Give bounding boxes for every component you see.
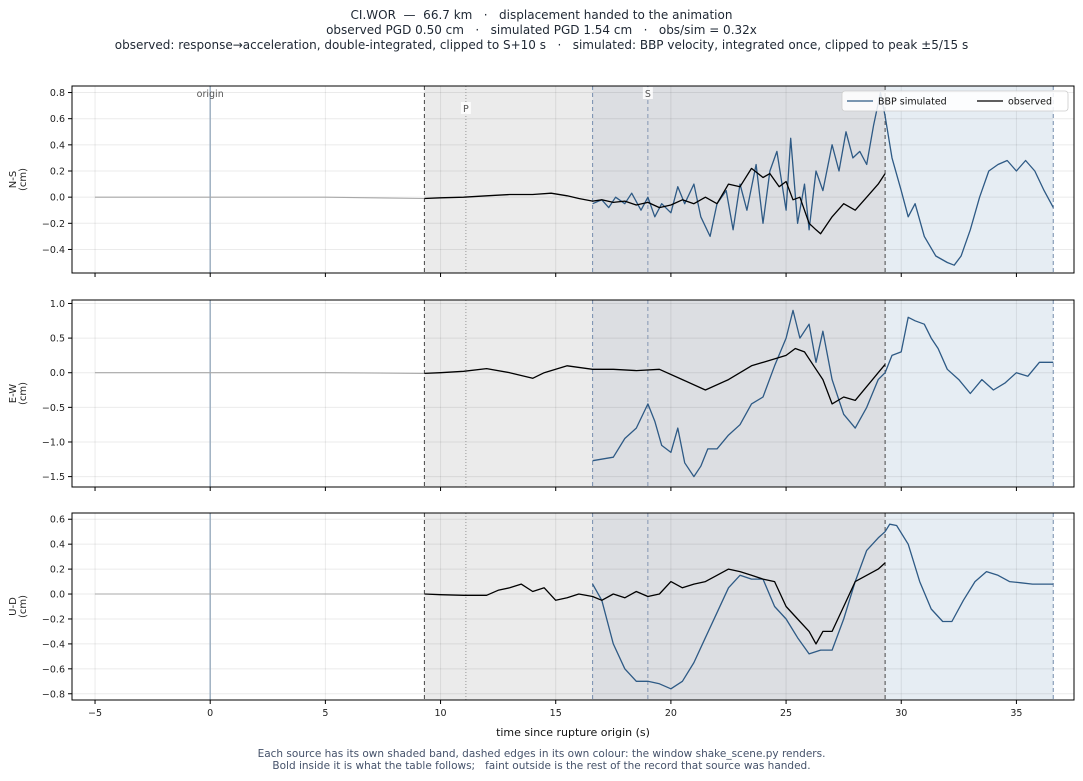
y-tick-label: 0.6 [50, 114, 65, 125]
y-axis-label: (cm) [18, 595, 29, 618]
legend-observed-label: observed [1008, 97, 1052, 108]
y-axis-label: (cm) [18, 382, 29, 405]
observed-faint-line [95, 372, 425, 374]
panel-frame [71, 512, 1075, 701]
p-label: P [463, 104, 469, 115]
panel-n-s: origin P S −0.4 −0.2 0.0 0.2 0.4 0.6 0.8 N-S (cm) BB… [8, 85, 1075, 277]
y-axis-label: (cm) [18, 168, 29, 191]
simulated-line [592, 523, 1054, 690]
chart-title-line-2: observed PGD 0.50 cm · simulated PGD 1.5… [326, 23, 757, 37]
simulated-line [592, 309, 1054, 478]
panel-frame [71, 299, 1075, 488]
y-tick-label: 0.2 [50, 167, 65, 178]
y-tick-label: 1.0 [50, 299, 65, 310]
x-tick-label: 5 [322, 708, 328, 719]
panel-frame [71, 85, 1075, 274]
legend-simulated-label: BBP simulated [878, 97, 947, 108]
y-tick-label: 0.0 [50, 590, 65, 601]
observed-line [424, 167, 886, 235]
legend-box [841, 90, 1069, 112]
x-tick-label: 35 [1010, 708, 1022, 719]
s-label-box [642, 87, 653, 99]
x-tick-label: 0 [207, 708, 213, 719]
chart-title-line-1: CI.WOR — 66.7 km · displacement handed t… [350, 8, 733, 22]
y-tick-label: 0.6 [50, 515, 65, 526]
x-tick-label: 25 [780, 708, 792, 719]
y-tick-label: −0.2 [42, 614, 65, 625]
panel-u-d: −0.8 −0.6 −0.4 −0.2 0.0 0.2 0.4 0.6 −5 0 5 10 15 20 25… [8, 512, 1075, 719]
panel-e-w: −1.5 −1.0 −0.5 0.0 0.5 1.0 E-W (cm) [8, 299, 1075, 491]
y-tick-label: 0.5 [50, 334, 65, 345]
legend: BBP simulated observed [841, 90, 1069, 112]
x-tick-label: 10 [435, 708, 447, 719]
y-tick-label: −1.0 [42, 437, 65, 448]
chart-title-line-3: observed: response→acceleration, double-… [114, 38, 969, 52]
y-tick-label: −0.4 [42, 245, 65, 256]
y-tick-label: −0.8 [42, 689, 65, 700]
y-tick-label: −0.4 [42, 639, 65, 650]
y-tick-label: −0.6 [42, 664, 65, 675]
s-label: S [645, 89, 651, 100]
y-tick-label: 0.4 [50, 140, 65, 151]
y-tick-label: −1.5 [42, 472, 65, 483]
x-tick-label: 20 [665, 708, 677, 719]
overlap-window-band [592, 513, 886, 700]
y-axis-label: E-W [8, 384, 19, 404]
origin-label: origin [197, 89, 224, 100]
x-axis-label: time since rupture origin (s) [496, 726, 650, 739]
overlap-window-band [592, 86, 886, 273]
y-tick-label: −0.5 [42, 403, 65, 414]
observed-line [424, 347, 886, 405]
footnote-line-2: Bold inside it is what the table follows… [272, 760, 811, 772]
p-label-box [460, 102, 471, 114]
x-tick-label: −5 [88, 708, 102, 719]
y-tick-label: 0.4 [50, 540, 65, 551]
overlap-window-band [592, 300, 886, 487]
y-tick-label: 0.2 [50, 565, 65, 576]
y-tick-label: 0.0 [50, 368, 65, 379]
y-tick-label: 0.8 [50, 88, 65, 99]
observed-faint-line [95, 196, 425, 200]
y-axis-label: N-S [8, 171, 19, 188]
x-tick-label: 30 [895, 708, 907, 719]
y-tick-label: −0.2 [42, 219, 65, 230]
simulated-line [592, 91, 1054, 266]
footnote-line-1: Each source has its own shaded band, das… [257, 748, 826, 760]
observed-line [424, 562, 886, 645]
x-tick-label: 15 [550, 708, 562, 719]
y-tick-label: 0.0 [50, 193, 65, 204]
y-axis-label: U-D [8, 597, 19, 616]
